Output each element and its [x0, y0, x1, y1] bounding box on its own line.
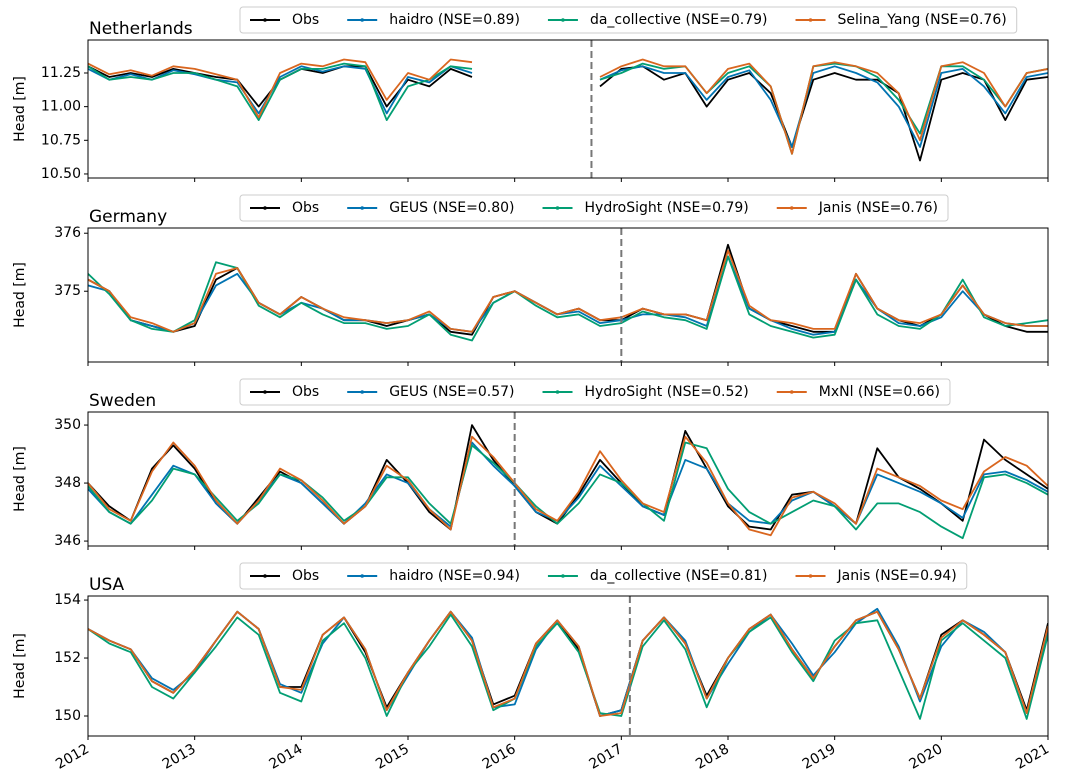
legend-marker: [263, 18, 267, 22]
axes-frame: [87, 411, 1049, 547]
legend-marker: [263, 390, 267, 394]
x-tick-label: 2015: [373, 741, 412, 773]
legend-label: da_collective (NSE=0.81): [590, 568, 768, 584]
y-axis-label: Head [m]: [12, 446, 28, 512]
series-line: [88, 249, 1048, 333]
y-tick-label: 10.50: [41, 166, 81, 182]
y-axis-label: Head [m]: [12, 633, 28, 699]
y-tick-label: 11.25: [41, 65, 81, 81]
legend-marker: [808, 574, 813, 578]
legend-box: [239, 6, 1018, 34]
legend-label: Obs: [292, 12, 319, 28]
x-tick-label: 2016: [480, 741, 519, 773]
series-line: [88, 610, 1048, 717]
y-tick-label: 154: [54, 592, 81, 608]
axes-frame: [87, 227, 1049, 363]
legend-marker: [555, 206, 560, 210]
legend: Obs GEUS (NSE=0.80) HydroSight (NSE=0.79) J…: [239, 194, 949, 222]
plot-area: [88, 607, 1048, 720]
legend-label: MxNl (NSE=0.66): [819, 384, 940, 400]
legend: Obs haidro (NSE=0.89) da_collective (NSE=0…: [239, 6, 1018, 34]
title: Netherlands: [89, 19, 193, 39]
legend-box: [239, 562, 968, 590]
plot-area: [88, 424, 1048, 540]
x-tick-label: 2019: [800, 741, 839, 773]
legend-label: haidro (NSE=0.94): [389, 568, 520, 584]
y-tick-label: 350: [54, 417, 81, 433]
title: USA: [89, 575, 125, 595]
legend-label: Obs: [292, 200, 319, 216]
legend-label: Obs: [292, 384, 319, 400]
series-line: [88, 62, 1048, 155]
legend-box: [239, 378, 951, 406]
legend-label: Janis (NSE=0.94): [837, 568, 957, 584]
legend-label: Obs: [292, 568, 319, 584]
legend-label: HydroSight (NSE=0.52): [585, 384, 749, 400]
axes-frame: [87, 39, 1049, 179]
y-tick-label: 375: [54, 283, 81, 299]
legend-marker: [789, 390, 794, 394]
x-tick-label: 2021: [1013, 741, 1052, 773]
legend-marker: [360, 206, 365, 210]
x-tick-label: 2012: [53, 741, 92, 773]
y-axis-label: Head [m]: [12, 262, 28, 328]
legend-label: HydroSight (NSE=0.79): [585, 200, 749, 216]
legend: Obs haidro (NSE=0.94) da_collective (NSE=0…: [239, 562, 968, 590]
x-tick-label: 2014: [266, 741, 305, 773]
axes-frame: [87, 595, 1049, 737]
legend-label: haidro (NSE=0.89): [389, 12, 520, 28]
legend-marker: [789, 206, 794, 210]
legend-marker: [263, 206, 267, 210]
legend-marker: [808, 18, 813, 22]
x-tick-label: 2013: [160, 741, 199, 773]
y-tick-label: 348: [54, 475, 81, 491]
legend-marker: [360, 18, 365, 22]
y-axis-label: Head [m]: [12, 76, 28, 142]
series-line: [88, 435, 1048, 537]
legend-marker: [561, 574, 565, 578]
y-tick-label: 376: [54, 225, 81, 241]
legend-marker: [360, 574, 365, 578]
y-tick-label: 346: [54, 533, 81, 549]
legend: Obs GEUS (NSE=0.57) HydroSight (NSE=0.52) M…: [239, 378, 951, 406]
legend-marker: [561, 18, 565, 22]
series-line: [88, 65, 1048, 162]
title: Sweden: [89, 391, 156, 411]
plot-area: [88, 243, 1048, 342]
plot-area: [88, 58, 1048, 162]
series-line: [88, 441, 1048, 540]
series-line: [88, 255, 1048, 336]
legend-marker: [360, 390, 365, 394]
x-tick-label: 2020: [906, 741, 945, 773]
y-tick-label: 10.75: [41, 132, 81, 148]
legend-marker: [263, 574, 267, 578]
x-tick-label: 2017: [586, 741, 625, 773]
legend-label: Selina_Yang (NSE=0.76): [838, 12, 1007, 28]
series-line: [88, 613, 1048, 720]
y-tick-label: 152: [54, 650, 81, 666]
legend-box: [239, 194, 949, 222]
y-tick-label: 11.00: [41, 99, 81, 115]
title: Germany: [89, 207, 167, 227]
legend-marker: [555, 390, 560, 394]
legend-label: GEUS (NSE=0.57): [389, 384, 514, 400]
y-tick-label: 150: [54, 708, 81, 724]
legend-label: GEUS (NSE=0.80): [389, 200, 514, 216]
series-line: [88, 610, 1048, 717]
legend-label: Janis (NSE=0.76): [818, 200, 938, 216]
x-tick-label: 2018: [693, 741, 732, 773]
series-line: [88, 58, 1048, 155]
legend-label: da_collective (NSE=0.79): [590, 12, 768, 28]
